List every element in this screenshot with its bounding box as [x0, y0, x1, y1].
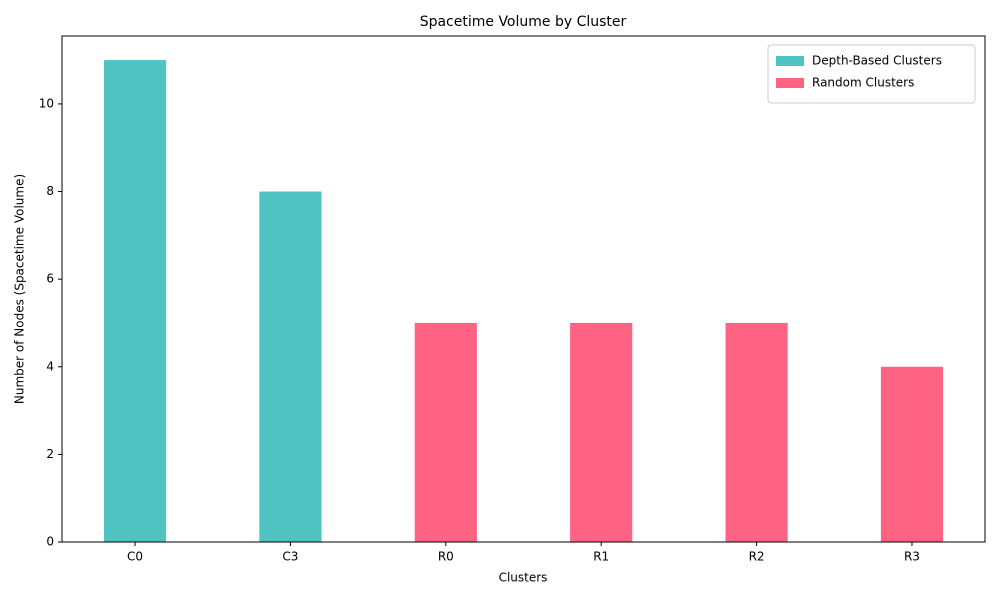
y-tick-label: 10 — [39, 96, 54, 110]
x-tick-label: R3 — [904, 550, 920, 564]
legend-swatch — [776, 56, 804, 66]
bar — [725, 322, 788, 542]
x-axis-label: Clusters — [499, 571, 548, 585]
legend-swatch — [776, 78, 804, 88]
chart-title: Spacetime Volume by Cluster — [420, 14, 627, 30]
y-tick-label: 2 — [46, 447, 54, 461]
legend-box — [767, 44, 976, 104]
y-tick-label: 6 — [46, 272, 54, 286]
bar — [414, 322, 477, 542]
bar — [570, 322, 633, 542]
x-tick-label: R2 — [749, 550, 765, 564]
y-tick-label: 8 — [46, 184, 54, 198]
x-tick-label: R0 — [438, 550, 454, 564]
x-tick-label: R1 — [593, 550, 609, 564]
bar — [880, 366, 944, 542]
x-tick-label: C0 — [127, 550, 143, 564]
x-tick-label: C3 — [282, 550, 298, 564]
bar — [103, 60, 167, 542]
axes-frame — [61, 35, 986, 543]
y-tick-label: 4 — [46, 359, 54, 373]
bar — [259, 191, 322, 542]
y-tick-label: 0 — [46, 535, 54, 549]
legend-label: Depth-Based Clusters — [812, 54, 942, 68]
y-axis-label: Number of Nodes (Spacetime Volume) — [13, 174, 27, 404]
legend-label: Random Clusters — [812, 76, 914, 90]
